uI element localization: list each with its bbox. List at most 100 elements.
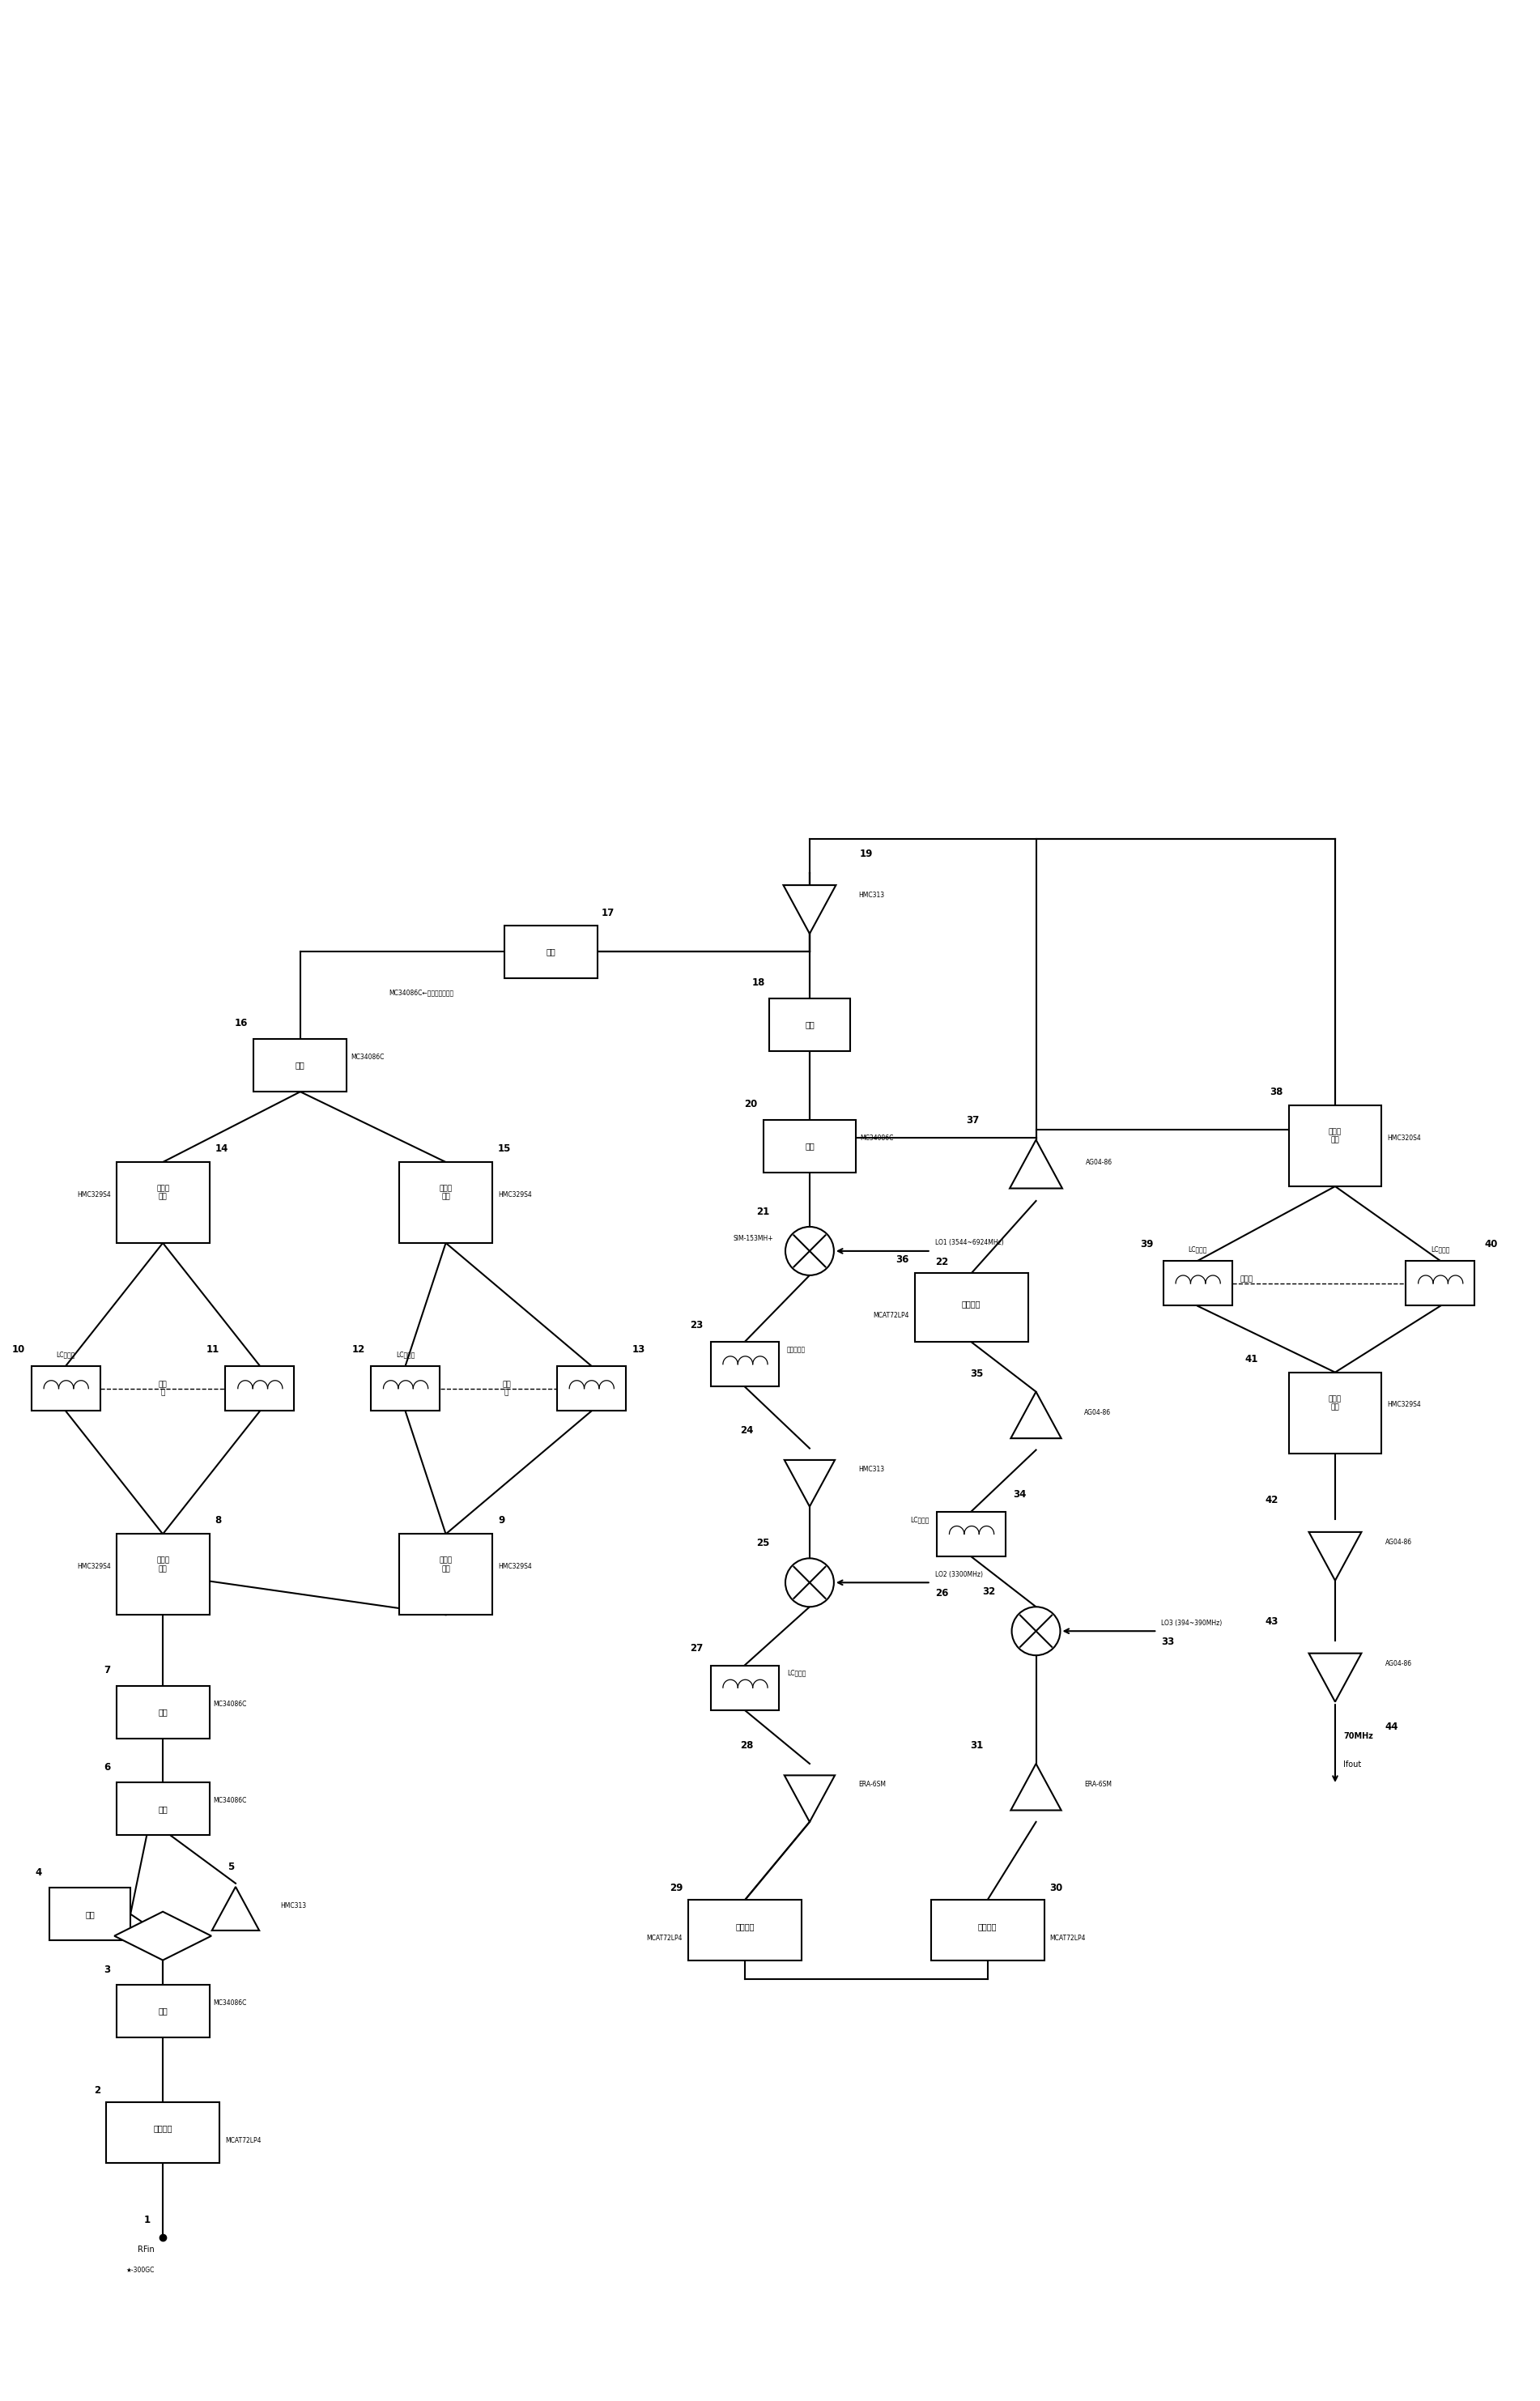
Text: 9: 9: [497, 1515, 505, 1527]
Text: 24: 24: [739, 1424, 753, 1436]
Bar: [557, 1366, 625, 1412]
Text: MC34086C: MC34086C: [351, 1054, 383, 1061]
Text: 42: 42: [1266, 1496, 1278, 1505]
Text: 频谱发生: 频谱发生: [736, 1923, 755, 1930]
Text: LC滤波器: LC滤波器: [396, 1352, 414, 1359]
Bar: [254, 1040, 346, 1092]
Text: 40: 40: [1485, 1239, 1498, 1249]
Text: 开关: 开关: [159, 1806, 168, 1813]
Text: MC34086C←控制信号化调制: MC34086C←控制信号化调制: [390, 989, 454, 996]
Text: HMC313: HMC313: [280, 1902, 306, 1909]
Text: 70MHz: 70MHz: [1343, 1731, 1374, 1741]
Bar: [31, 1366, 100, 1412]
Text: 开关: 开关: [805, 1143, 815, 1150]
Polygon shape: [1010, 1140, 1063, 1188]
Text: 25: 25: [756, 1539, 768, 1549]
Text: 开关: 开关: [159, 2007, 168, 2014]
Text: 26: 26: [935, 1587, 949, 1599]
Text: 开关放
大器: 开关放 大器: [156, 1186, 169, 1200]
Text: LO3 (394~390MHz): LO3 (394~390MHz): [1161, 1618, 1223, 1625]
Text: 10: 10: [12, 1345, 25, 1354]
Polygon shape: [1010, 1765, 1061, 1810]
Bar: [117, 1986, 209, 2038]
Text: HMC329S4: HMC329S4: [497, 1563, 531, 1570]
Text: 38: 38: [1269, 1088, 1283, 1097]
Text: 21: 21: [756, 1208, 768, 1217]
Text: RFin: RFin: [139, 2245, 154, 2255]
Text: LC滤波器: LC滤波器: [57, 1352, 75, 1359]
Bar: [117, 1686, 209, 1738]
Text: 7: 7: [103, 1664, 111, 1676]
Circle shape: [785, 1558, 833, 1606]
Text: 22: 22: [935, 1256, 949, 1268]
Text: MC34086C: MC34086C: [213, 1798, 246, 1806]
Text: 开关放
大器: 开关放 大器: [1329, 1395, 1341, 1412]
Text: HMC329S4: HMC329S4: [77, 1563, 111, 1570]
Bar: [399, 1534, 493, 1616]
Bar: [106, 2103, 219, 2163]
Text: MCAT72LP4: MCAT72LP4: [225, 2137, 262, 2144]
Text: 12: 12: [351, 1345, 365, 1354]
Text: AG04-86: AG04-86: [1084, 1409, 1112, 1417]
Text: LO2 (3300MHz): LO2 (3300MHz): [935, 1570, 983, 1577]
Text: HMC329S4: HMC329S4: [1388, 1402, 1421, 1409]
Text: AG04-86: AG04-86: [1086, 1157, 1113, 1167]
Text: 开关放
大器: 开关放 大器: [1329, 1128, 1341, 1143]
Text: LC滤波器: LC滤波器: [1431, 1246, 1449, 1253]
Text: HMC329S4: HMC329S4: [497, 1191, 531, 1198]
Text: MCAT72LP4: MCAT72LP4: [873, 1311, 909, 1321]
Text: SIM-153MH+: SIM-153MH+: [733, 1234, 773, 1244]
Bar: [768, 999, 850, 1052]
Circle shape: [1012, 1606, 1060, 1654]
Text: 19: 19: [859, 848, 873, 860]
Text: 37: 37: [966, 1114, 979, 1126]
Bar: [1289, 1373, 1381, 1453]
Circle shape: [785, 1227, 833, 1275]
Text: 31: 31: [970, 1741, 984, 1750]
Text: 41: 41: [1244, 1354, 1258, 1364]
Text: 大增
益: 大增 益: [159, 1381, 168, 1397]
Bar: [505, 924, 598, 977]
Text: 2: 2: [94, 2084, 100, 2096]
Text: 开关放
大器: 开关放 大器: [439, 1556, 453, 1573]
Text: 频谱发生: 频谱发生: [154, 2125, 172, 2132]
Text: 开关放
大器: 开关放 大器: [156, 1556, 169, 1573]
Text: LC滤波器: LC滤波器: [787, 1669, 805, 1676]
Text: 开关放
大器: 开关放 大器: [439, 1186, 453, 1200]
Text: 大增益: 大增益: [1240, 1275, 1252, 1282]
Bar: [49, 1887, 131, 1940]
Text: 1: 1: [145, 2214, 151, 2226]
Text: 开关: 开关: [547, 948, 556, 956]
Bar: [117, 1782, 209, 1834]
Text: 27: 27: [690, 1642, 702, 1654]
Text: 3: 3: [103, 1964, 111, 1974]
Text: MC34086C: MC34086C: [213, 2000, 246, 2007]
Text: 44: 44: [1386, 1722, 1398, 1731]
Polygon shape: [1309, 1532, 1361, 1580]
Text: Ifout: Ifout: [1343, 1760, 1361, 1770]
Bar: [225, 1366, 294, 1412]
Text: MC34086C: MC34086C: [859, 1133, 893, 1140]
Text: 39: 39: [1140, 1239, 1153, 1249]
Text: 开关: 开关: [296, 1061, 305, 1068]
Polygon shape: [784, 886, 836, 934]
Bar: [399, 1162, 493, 1244]
Bar: [1289, 1104, 1381, 1186]
Bar: [710, 1342, 779, 1385]
Text: 43: 43: [1266, 1616, 1278, 1628]
Text: MCAT72LP4: MCAT72LP4: [647, 1935, 682, 1942]
Text: 29: 29: [670, 1882, 682, 1894]
Text: 8: 8: [216, 1515, 222, 1527]
Text: ERA-6SM: ERA-6SM: [1084, 1782, 1112, 1789]
Text: LC滤波器: LC滤波器: [1189, 1246, 1207, 1253]
Text: 重调: 重调: [805, 1020, 815, 1028]
Polygon shape: [784, 1460, 835, 1505]
Text: 频谱发生: 频谱发生: [962, 1299, 981, 1309]
Text: LO1 (3544~6924MHz): LO1 (3544~6924MHz): [935, 1239, 1004, 1246]
Text: 频谱滤波器: 频谱滤波器: [787, 1347, 805, 1354]
Text: 开关: 开关: [159, 1707, 168, 1717]
Text: 30: 30: [1050, 1882, 1063, 1894]
Text: 23: 23: [690, 1321, 702, 1330]
Polygon shape: [1309, 1654, 1361, 1702]
Text: 6: 6: [103, 1762, 111, 1772]
